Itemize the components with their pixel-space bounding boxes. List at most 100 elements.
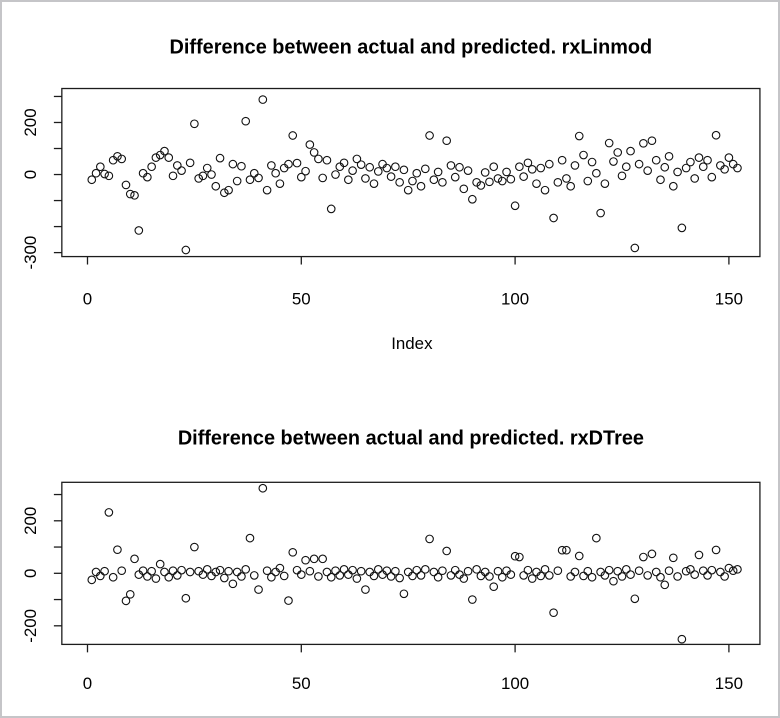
data-point — [574, 131, 584, 141]
data-point — [220, 573, 229, 583]
data-point — [352, 154, 362, 164]
data-point — [570, 161, 580, 170]
data-point — [579, 150, 588, 160]
data-point — [596, 208, 605, 218]
data-point — [121, 180, 131, 190]
data-point — [254, 173, 263, 183]
data-point — [724, 153, 734, 162]
data-point — [386, 172, 396, 181]
data-point — [609, 157, 618, 166]
data-point — [707, 565, 717, 575]
data-point — [416, 181, 426, 191]
data-point — [523, 158, 533, 168]
data-point — [177, 565, 186, 575]
data-point — [125, 589, 135, 599]
data-point — [698, 566, 708, 575]
data-point — [425, 131, 434, 140]
data-point — [95, 162, 105, 172]
data-point — [455, 162, 464, 172]
data-point — [322, 567, 332, 577]
data-point — [249, 168, 259, 178]
data-point — [322, 155, 332, 165]
data-point — [331, 170, 340, 179]
data-point — [399, 589, 409, 599]
data-point — [429, 175, 439, 185]
data-point — [604, 138, 614, 148]
data-point — [305, 140, 315, 149]
data-point — [198, 171, 208, 181]
data-point — [301, 555, 310, 565]
data-point — [587, 157, 597, 167]
data-point — [275, 563, 285, 573]
data-point — [510, 201, 520, 211]
data-point — [720, 165, 729, 174]
data-point — [143, 572, 152, 581]
data-point — [130, 191, 139, 200]
data-point — [344, 570, 353, 579]
data-point — [284, 159, 293, 169]
data-point — [660, 162, 670, 172]
data-point — [459, 574, 469, 583]
data-point — [224, 185, 233, 195]
x-tick-label: 50 — [292, 289, 311, 308]
data-point — [181, 593, 191, 603]
data-point — [288, 547, 298, 557]
data-point — [237, 572, 246, 581]
data-point — [468, 194, 477, 204]
data-point — [463, 166, 473, 175]
data-point — [698, 162, 708, 172]
data-point — [168, 566, 178, 575]
data-point — [643, 166, 652, 175]
scatter-plot-rxlinmod: Difference between actual and predicted.… — [21, 37, 761, 353]
data-point — [296, 172, 306, 182]
data-point — [160, 567, 169, 577]
data-point — [190, 119, 199, 129]
data-point — [220, 188, 229, 198]
data-point — [408, 571, 417, 581]
data-point — [305, 566, 315, 576]
data-point — [630, 243, 640, 253]
data-point — [450, 172, 460, 182]
data-point — [446, 571, 456, 580]
data-point — [681, 566, 691, 576]
data-point — [544, 159, 554, 169]
data-point — [292, 565, 302, 575]
data-point — [690, 570, 700, 579]
data-point — [318, 173, 328, 183]
data-point — [348, 166, 357, 175]
data-point — [373, 565, 383, 574]
data-point — [549, 213, 558, 223]
data-point — [403, 185, 413, 195]
data-point — [130, 554, 139, 564]
data-point — [309, 554, 319, 564]
data-point — [489, 582, 499, 592]
data-point — [113, 545, 122, 554]
data-point — [694, 550, 704, 560]
data-point — [728, 566, 738, 575]
data-point — [339, 565, 349, 574]
data-point — [194, 174, 203, 183]
data-point — [301, 166, 310, 176]
data-point — [168, 171, 178, 181]
data-point — [241, 116, 251, 126]
data-point — [489, 162, 499, 172]
data-point — [318, 554, 328, 564]
data-point — [241, 565, 251, 574]
x-tick-label: 0 — [83, 289, 92, 308]
data-point — [100, 169, 109, 179]
data-point — [382, 566, 392, 575]
data-point — [361, 585, 370, 594]
data-point — [369, 571, 379, 581]
data-point — [639, 138, 648, 148]
data-point — [515, 552, 524, 562]
x-tick-label: 150 — [715, 674, 743, 693]
data-point — [523, 565, 533, 575]
data-point — [391, 566, 400, 576]
data-point — [202, 565, 212, 574]
data-point — [147, 566, 156, 576]
data-point — [373, 167, 383, 176]
data-point — [198, 570, 208, 579]
data-point — [249, 571, 259, 580]
data-point — [361, 174, 370, 183]
